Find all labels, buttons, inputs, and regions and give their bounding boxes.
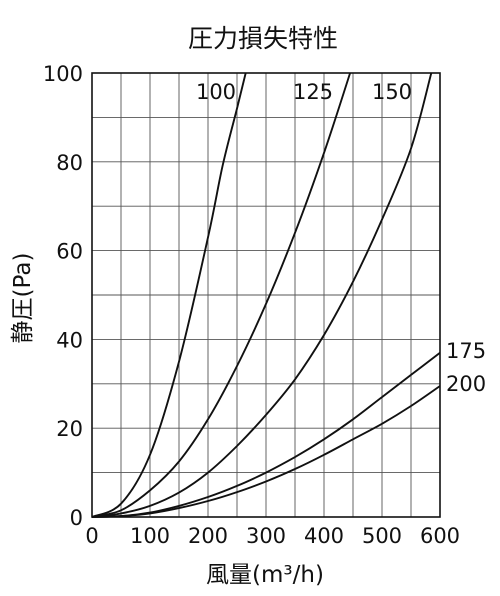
x-axis-label: 風量(m³/h) <box>206 562 324 588</box>
y-tick-label: 40 <box>56 328 83 352</box>
chart-title: 圧力損失特性 <box>188 24 338 53</box>
series-labels: 100 125 150 175 200 <box>196 80 486 396</box>
series-line-150 <box>91 72 433 518</box>
series-label-175: 175 <box>446 339 486 363</box>
y-axis-label: 静圧(Pa) <box>10 253 36 344</box>
plot-frame <box>91 72 441 518</box>
x-tick-label: 100 <box>130 524 170 548</box>
series-line-100 <box>91 72 247 518</box>
series-line-125 <box>91 72 352 518</box>
series-label-125: 125 <box>293 80 333 104</box>
series-label-200: 200 <box>446 372 486 396</box>
x-tick-label: 200 <box>188 524 228 548</box>
series-line-200 <box>91 385 441 518</box>
y-tick-label: 80 <box>56 151 83 175</box>
grid <box>92 73 440 517</box>
x-tick-label: 300 <box>246 524 286 548</box>
x-tick-label: 0 <box>85 524 98 548</box>
y-tick-label: 60 <box>56 240 83 264</box>
series-label-100: 100 <box>196 80 236 104</box>
tick-labels: 0 100 200 300 400 500 600 0 20 40 60 80 100 <box>43 62 460 548</box>
y-tick-label: 0 <box>70 506 83 530</box>
series-curves <box>91 72 441 518</box>
series-label-150: 150 <box>372 80 412 104</box>
x-tick-label: 600 <box>420 524 460 548</box>
y-tick-label: 20 <box>56 417 83 441</box>
y-tick-label: 100 <box>43 62 83 86</box>
x-tick-label: 500 <box>362 524 402 548</box>
x-tick-label: 400 <box>304 524 344 548</box>
